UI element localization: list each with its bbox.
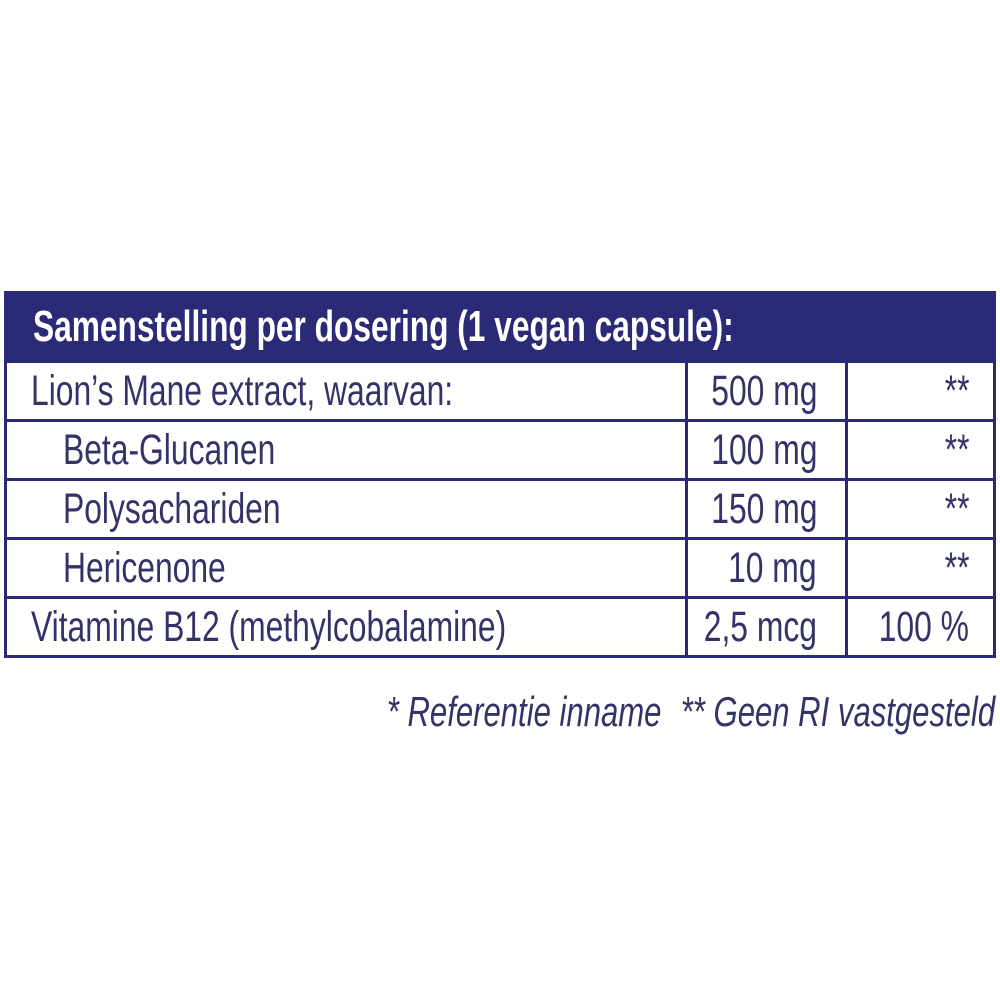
ingredient-name: Beta-Glucanen — [63, 425, 276, 474]
supplement-facts-table: Samenstelling per dosering (1 vegan caps… — [4, 291, 996, 658]
amount-value: 2,5 mcg — [703, 602, 817, 651]
ri-cell: ** — [845, 481, 993, 537]
ingredient-cell: Vitamine B12 (methylcobalamine) — [7, 599, 685, 655]
table-title: Samenstelling per dosering (1 vegan caps… — [33, 302, 734, 351]
amount-cell: 100 mg — [685, 422, 845, 478]
ri-cell: ** — [845, 540, 993, 596]
amount-value: 500 mg — [710, 366, 817, 415]
ri-cell: 100 % — [845, 599, 993, 655]
amount-cell: 500 mg — [685, 363, 845, 419]
ingredient-cell: Polysachariden — [7, 481, 685, 537]
amount-cell: 2,5 mcg — [685, 599, 845, 655]
ingredient-name: Hericenone — [63, 543, 226, 592]
table-row: Beta-Glucanen 100 mg ** — [7, 419, 993, 478]
amount-cell: 10 mg — [685, 540, 845, 596]
table-row: Hericenone 10 mg ** — [7, 537, 993, 596]
ri-cell: ** — [845, 363, 993, 419]
table-row: Polysachariden 150 mg ** — [7, 478, 993, 537]
ingredient-name: Lion’s Mane extract, waarvan: — [31, 366, 454, 415]
ingredient-name: Polysachariden — [63, 484, 281, 533]
ri-value: 100 % — [878, 602, 969, 651]
amount-value: 100 mg — [710, 425, 817, 474]
ingredient-cell: Hericenone — [7, 540, 685, 596]
ri-value: ** — [944, 366, 969, 415]
ri-value: ** — [944, 484, 969, 533]
table-header: Samenstelling per dosering (1 vegan caps… — [7, 294, 993, 360]
footnote-line: * Referentie inname ** Geen RI vastgestel… — [387, 688, 995, 736]
footnote-reference: * Referentie inname — [386, 688, 662, 735]
table-row: Lion’s Mane extract, waarvan: 500 mg ** — [7, 360, 993, 419]
ingredient-name: Vitamine B12 (methylcobalamine) — [31, 602, 507, 651]
amount-value: 150 mg — [710, 484, 817, 533]
ri-value: ** — [944, 425, 969, 474]
footnotes: * Referentie inname ** Geen RI vastgestel… — [173, 688, 995, 736]
ri-cell: ** — [845, 422, 993, 478]
table-row: Vitamine B12 (methylcobalamine) 2,5 mcg … — [7, 596, 993, 655]
ingredient-cell: Beta-Glucanen — [7, 422, 685, 478]
ingredient-cell: Lion’s Mane extract, waarvan: — [7, 363, 685, 419]
amount-cell: 150 mg — [685, 481, 845, 537]
amount-value: 10 mg — [728, 543, 817, 592]
footnote-no-ri: ** Geen RI vastgesteld — [680, 688, 995, 735]
ri-value: ** — [944, 543, 969, 592]
